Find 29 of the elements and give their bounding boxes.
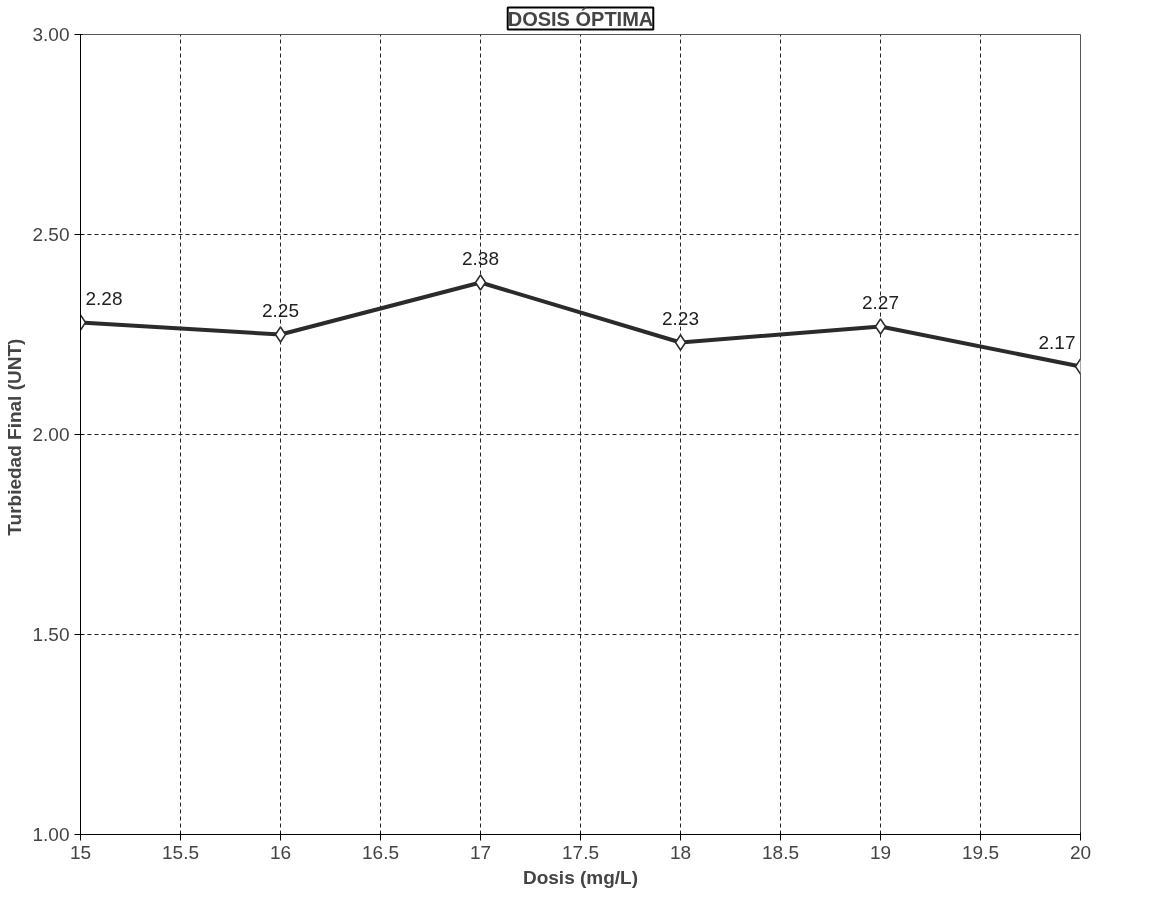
y-tick-label: 1.50 [32, 624, 70, 645]
x-axis-title: Dosis (mg/L) [522, 866, 639, 888]
data-label: 2.38 [462, 247, 499, 269]
x-tick-label: 18 [669, 841, 692, 863]
x-tick-label: 15 [69, 841, 92, 863]
x-tick-label: 18.5 [762, 841, 799, 863]
data-label: 2.27 [862, 291, 899, 313]
data-label: 2.23 [662, 307, 699, 329]
y-tick-label: 2.50 [32, 224, 70, 245]
data-label: 2.17 [1038, 331, 1076, 353]
x-tick-label: 16 [269, 841, 292, 863]
point [874, 318, 887, 335]
x-tick-label: 20 [1069, 841, 1092, 863]
point [474, 274, 487, 291]
point [274, 326, 287, 343]
x-tick-label: 17 [469, 841, 492, 863]
data-label: 2.25 [262, 299, 299, 321]
x-tick-label: 19.5 [962, 841, 999, 863]
y-tick-label: 3.00 [32, 24, 70, 45]
x-tick-label: 19 [869, 841, 892, 863]
point [674, 334, 687, 351]
y-tick-label: 1.00 [32, 824, 70, 845]
data-label: 2.28 [85, 287, 123, 309]
x-tick-label: 16.5 [362, 841, 399, 863]
y-tick-label: 2.00 [32, 424, 70, 445]
x-tick-label: 15.5 [162, 841, 199, 863]
x-tick-label: 17.5 [562, 841, 599, 863]
y-axis-title: Turbiedad Final (UNT) [3, 338, 25, 536]
chart-title: DOSIS ÓPTIMA [507, 6, 654, 30]
